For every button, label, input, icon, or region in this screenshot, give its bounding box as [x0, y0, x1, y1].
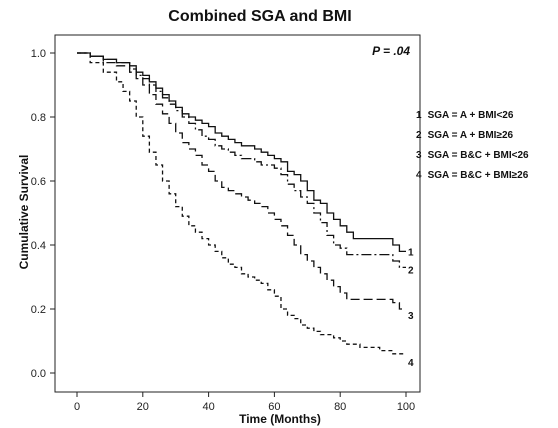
- chart-title: Combined SGA and BMI: [168, 8, 352, 25]
- legend-number: 1: [416, 110, 422, 121]
- x-tick-label: 20: [137, 401, 149, 413]
- legend-text: SGA = A + BMI≥26: [427, 130, 514, 141]
- x-tick-label: 100: [397, 401, 415, 413]
- y-tick-label: 0.2: [31, 304, 46, 316]
- legend-text: SGA = B&C + BMI<26: [427, 150, 529, 161]
- x-tick-label: 80: [334, 401, 346, 413]
- plot-frame: [54, 34, 421, 393]
- legend-number: 2: [416, 130, 422, 141]
- y-tick-label: 0.8: [31, 112, 46, 124]
- legend-entry-3: 3 SGA = B&C + BMI<26: [416, 148, 556, 168]
- series-layer: [77, 52, 406, 355]
- axes: 0 20 40 60 80 100 0.0 0.2 0.4 0.6 0.8 1.0: [31, 34, 421, 413]
- legend-entry-2: 2 SGA = A + BMI≥26: [416, 128, 556, 148]
- x-tick-label: 40: [202, 401, 214, 413]
- series-line-4: [77, 52, 406, 355]
- p-value-annotation: P = .04: [372, 44, 410, 58]
- x-tick-label: 0: [74, 401, 80, 413]
- legend-text: SGA = A + BMI<26: [427, 110, 514, 121]
- y-axis-label: Cumulative Survival: [17, 154, 31, 270]
- y-tick-label: 0.4: [31, 240, 46, 252]
- y-tick-label: 0.6: [31, 176, 46, 188]
- legend-entry-1: 1 SGA = A + BMI<26: [416, 108, 556, 128]
- legend-text: SGA = B&C + BMI≥26: [427, 170, 529, 181]
- series-end-label-1: 1: [408, 247, 414, 258]
- series-line-2: [77, 52, 406, 269]
- x-axis-label: Time (Months): [239, 412, 321, 426]
- series-end-label-4: 4: [408, 358, 414, 369]
- series-line-3: [77, 52, 406, 310]
- y-tick-label: 0.0: [31, 368, 46, 380]
- series-line-1: [77, 52, 406, 253]
- series-end-label-3: 3: [408, 311, 414, 322]
- legend-entry-4: 4 SGA = B&C + BMI≥26: [416, 168, 556, 188]
- legend-number: 3: [416, 150, 422, 161]
- legend: 1 SGA = A + BMI<26 2 SGA = A + BMI≥26 3 SGA…: [416, 108, 556, 188]
- series-end-label-2: 2: [408, 265, 414, 276]
- y-tick-label: 1.0: [31, 48, 46, 60]
- legend-number: 4: [416, 170, 422, 181]
- series-end-labels: 1 2 3 4: [408, 247, 414, 368]
- x-tick-label: 60: [268, 401, 280, 413]
